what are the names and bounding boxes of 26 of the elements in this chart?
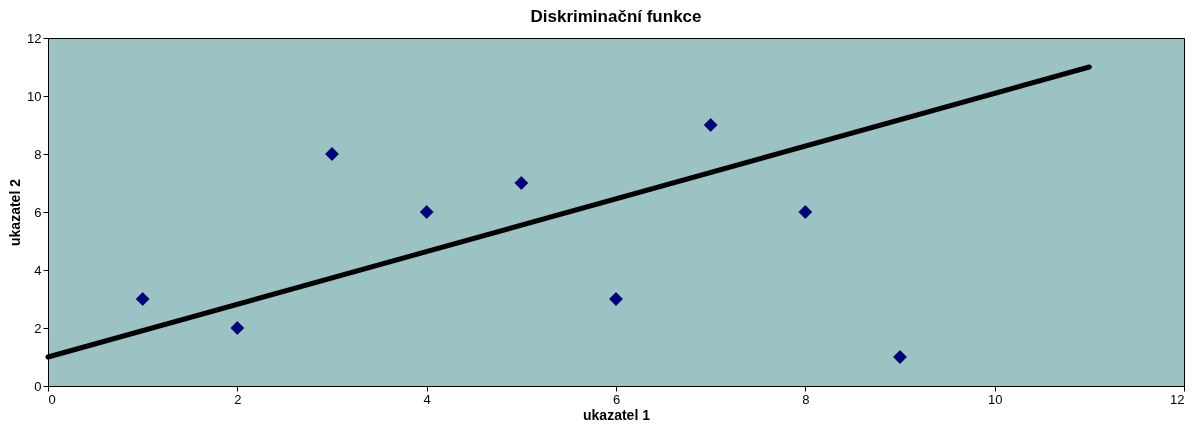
- x-tick-label: 10: [987, 391, 1003, 407]
- point: [135, 292, 150, 306]
- x-tick-label: 12: [1170, 391, 1185, 407]
- point: [703, 118, 718, 132]
- y-tick-label: 12: [27, 30, 42, 46]
- y-tick-label: 8: [34, 146, 42, 162]
- point: [893, 350, 907, 364]
- x-tick-label: 0: [48, 391, 56, 407]
- x-tick-label: 6: [612, 391, 621, 407]
- point: [230, 321, 245, 335]
- y-axis-title: ukazatel 2: [7, 178, 24, 246]
- point: [798, 205, 813, 219]
- y-tick-label: 4: [34, 262, 42, 278]
- point: [609, 292, 623, 306]
- point: [514, 176, 529, 190]
- x-tick-label: 4: [423, 391, 431, 407]
- y-tick-label: 6: [34, 204, 42, 220]
- y-tick-label: 2: [34, 320, 42, 336]
- chart-title: Diskriminační funkce: [530, 7, 702, 26]
- x-tick-label: 2: [234, 391, 242, 407]
- point: [419, 205, 434, 219]
- x-axis-title: ukazatel 1: [583, 406, 651, 423]
- point: [325, 147, 339, 161]
- y-tick-label: 10: [27, 88, 42, 104]
- x-tick-label: 8: [802, 391, 810, 407]
- y-tick-label: 0: [34, 378, 42, 394]
